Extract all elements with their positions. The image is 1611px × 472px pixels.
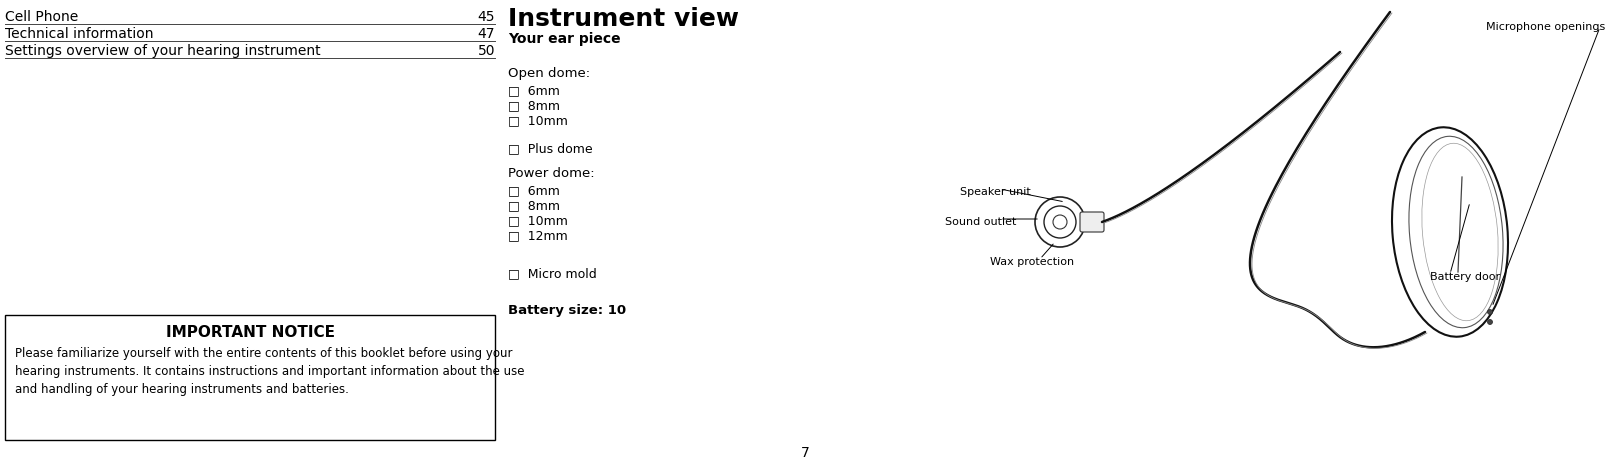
- Text: Technical information: Technical information: [5, 27, 153, 41]
- Text: □  12mm: □ 12mm: [507, 229, 567, 242]
- Text: Sound outlet: Sound outlet: [946, 217, 1017, 227]
- Text: □  6mm: □ 6mm: [507, 184, 561, 197]
- Text: □  Micro mold: □ Micro mold: [507, 267, 596, 280]
- FancyBboxPatch shape: [5, 315, 495, 440]
- Text: Instrument view: Instrument view: [507, 7, 739, 31]
- Circle shape: [1487, 310, 1492, 314]
- Text: □  6mm: □ 6mm: [507, 84, 561, 97]
- Text: 45: 45: [477, 10, 495, 24]
- Text: Settings overview of your hearing instrument: Settings overview of your hearing instru…: [5, 44, 321, 58]
- Text: Your ear piece: Your ear piece: [507, 32, 620, 46]
- Text: □  Plus dome: □ Plus dome: [507, 142, 593, 155]
- Text: Please familiarize yourself with the entire contents of this booklet before usin: Please familiarize yourself with the ent…: [14, 347, 525, 396]
- Circle shape: [1487, 320, 1492, 325]
- Text: Speaker unit: Speaker unit: [960, 187, 1031, 197]
- Text: Wax protection: Wax protection: [991, 257, 1075, 267]
- Text: □  8mm: □ 8mm: [507, 199, 561, 212]
- Text: 7: 7: [801, 446, 809, 460]
- Text: 50: 50: [477, 44, 495, 58]
- Text: Microphone openings: Microphone openings: [1485, 22, 1605, 32]
- Text: □  10mm: □ 10mm: [507, 114, 567, 127]
- Text: □  8mm: □ 8mm: [507, 99, 561, 112]
- Text: Open dome:: Open dome:: [507, 67, 590, 80]
- Text: IMPORTANT NOTICE: IMPORTANT NOTICE: [166, 325, 335, 340]
- Text: Battery size: 10: Battery size: 10: [507, 304, 627, 317]
- Text: Battery door: Battery door: [1431, 272, 1500, 282]
- Text: Cell Phone: Cell Phone: [5, 10, 79, 24]
- Text: Power dome:: Power dome:: [507, 167, 594, 180]
- Text: 47: 47: [477, 27, 495, 41]
- FancyBboxPatch shape: [1079, 212, 1104, 232]
- Text: □  10mm: □ 10mm: [507, 214, 567, 227]
